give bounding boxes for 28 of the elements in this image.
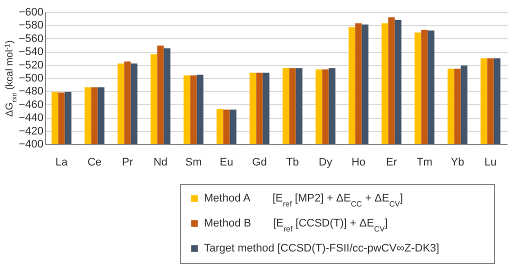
y-tick-label: −440 <box>18 112 44 124</box>
x-tick-label: Eu <box>220 156 234 168</box>
x-tick-label: Ho <box>351 156 366 168</box>
y-tick-label: −460 <box>18 98 44 111</box>
y-tick-label: −480 <box>18 86 44 98</box>
x-tick-label: Er <box>386 156 398 168</box>
x-tick-label: La <box>55 156 68 168</box>
y-tick-label: −560 <box>18 32 44 45</box>
y-tick-label: −400 <box>18 138 44 150</box>
y-tick-label: −580 <box>18 20 44 32</box>
x-tick-label: Dy <box>318 156 333 168</box>
x-tick-label: Gd <box>252 156 267 168</box>
x-tick-label: Yb <box>450 156 464 168</box>
y-tick-label: −520 <box>18 59 44 72</box>
x-tick-label: Ce <box>87 156 102 168</box>
y-tick-label: −540 <box>18 46 44 58</box>
x-tick-label: Lu <box>484 156 497 168</box>
x-tick-label: Pr <box>122 156 134 168</box>
x-tick-label: Sm <box>185 156 202 168</box>
x-tick-label: Tm <box>416 156 432 168</box>
y-tick-label: −600 <box>18 6 44 18</box>
x-tick-label: Tb <box>286 156 299 168</box>
legend-label: Target method [CCSD(T)-FSII/cc-pwCV∞Z-DK3] <box>204 242 440 254</box>
x-tick-label: Nd <box>153 156 168 168</box>
legend-label: Method A [E$_{ref}$ [MP2] + ΔE$_{CC}$ + ΔE$_{CV}$] <box>204 192 403 208</box>
y-tick-label: −500 <box>18 72 44 84</box>
y-tick-label: −420 <box>18 125 44 138</box>
legend-label: Method B [E$_{ref}$ [CCSD(T)] + ΔE$_{CV}$] <box>204 218 388 233</box>
